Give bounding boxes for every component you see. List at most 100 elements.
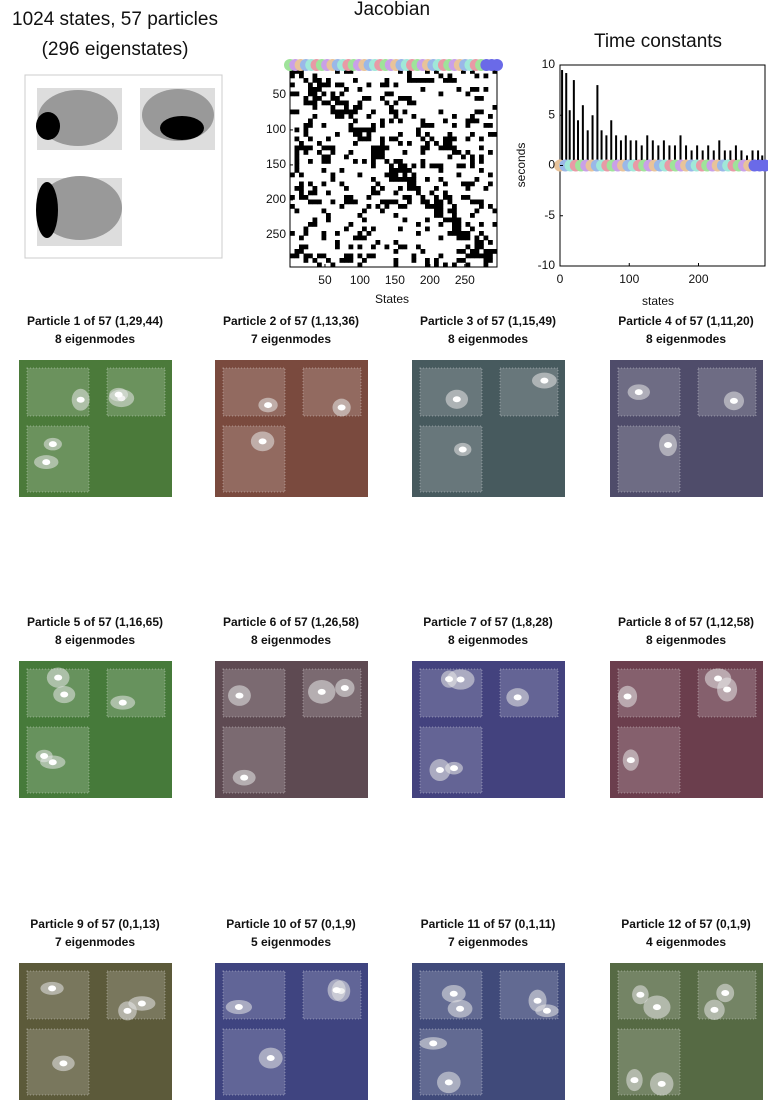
blob-core xyxy=(332,987,341,994)
particle-title: Particle 7 of 57 (1,8,28) xyxy=(423,615,552,629)
matrix-cell xyxy=(294,109,300,115)
matrix-cell xyxy=(447,132,453,137)
matrix-cell xyxy=(483,253,489,259)
matrix-cell xyxy=(299,73,304,79)
matrix-cell xyxy=(492,222,498,227)
matrix-cell xyxy=(335,231,340,236)
matrix-cell xyxy=(326,258,331,263)
matrix-cell xyxy=(357,105,363,110)
matrix-cell xyxy=(294,168,300,173)
blob-core xyxy=(623,693,632,700)
matrix-cell xyxy=(470,69,475,74)
particle-subtitle: 8 eigenmodes xyxy=(448,633,528,647)
matrix-cell xyxy=(344,226,349,232)
matrix-cell xyxy=(411,163,417,169)
matrix-cell xyxy=(290,195,295,200)
matrix-cell xyxy=(420,136,426,142)
matrix-cell xyxy=(434,163,439,169)
matrix-cell xyxy=(407,177,412,182)
y-tick-label: -10 xyxy=(538,258,556,272)
matrix-cell xyxy=(443,217,448,223)
matrix-cell xyxy=(321,168,327,173)
matrix-cell xyxy=(465,253,471,259)
matrix-cell xyxy=(416,222,421,227)
matrix-cell xyxy=(474,244,480,250)
matrix-cell xyxy=(479,159,484,164)
blob-core xyxy=(449,990,458,997)
matrix-cell xyxy=(479,253,484,259)
bar xyxy=(610,120,613,166)
bar xyxy=(685,145,688,166)
matrix-cell xyxy=(339,82,345,88)
matrix-cell xyxy=(371,186,376,191)
matrix-cell xyxy=(488,258,493,263)
slice xyxy=(26,970,90,1020)
particle-title: Particle 11 of 57 (0,1,11) xyxy=(421,917,556,931)
matrix-cell xyxy=(362,226,367,232)
matrix-cell xyxy=(348,109,354,115)
particle-title: Particle 1 of 57 (1,29,44) xyxy=(27,314,163,328)
matrix-cell xyxy=(317,141,322,146)
matrix-cell xyxy=(362,127,367,133)
matrix-cell xyxy=(380,208,385,214)
matrix-cell xyxy=(290,231,295,236)
matrix-cell xyxy=(465,244,471,250)
time-constants-title: Time constants xyxy=(594,31,722,52)
matrix-cell xyxy=(398,226,403,232)
matrix-cell xyxy=(290,73,295,79)
matrix-cell xyxy=(303,150,309,155)
y-tick-label: 5 xyxy=(548,107,555,121)
matrix-cell xyxy=(308,87,313,92)
matrix-cell xyxy=(470,199,475,205)
particle-image xyxy=(19,360,172,497)
blob-core xyxy=(137,1000,146,1007)
matrix-cell xyxy=(411,253,417,259)
matrix-cell xyxy=(456,150,462,155)
matrix-cell xyxy=(461,181,466,187)
blob-core xyxy=(445,676,454,683)
matrix-cell xyxy=(294,253,300,259)
matrix-cell xyxy=(335,132,340,137)
matrix-cell xyxy=(344,109,349,115)
matrix-cell xyxy=(321,91,327,97)
matrix-cell xyxy=(312,258,318,263)
bar xyxy=(619,140,622,166)
matrix-cell xyxy=(339,258,345,263)
matrix-cell xyxy=(402,177,408,182)
blob-core xyxy=(452,396,461,403)
particle-panel xyxy=(19,661,172,798)
matrix-cell xyxy=(312,190,318,196)
blob-core xyxy=(340,684,349,691)
matrix-cell xyxy=(339,204,345,209)
matrix-cell xyxy=(335,240,340,245)
matrix-cell xyxy=(299,249,304,254)
matrix-cell xyxy=(348,123,354,128)
matrix-cell xyxy=(303,123,309,128)
matrix-cell xyxy=(452,114,457,119)
matrix-cell xyxy=(398,177,403,182)
blob-core xyxy=(456,1005,465,1012)
matrix-cell xyxy=(398,244,403,250)
particle-subtitle: 7 eigenmodes xyxy=(55,935,135,949)
matrix-cell xyxy=(330,262,336,268)
matrix-cell xyxy=(425,145,430,151)
bar xyxy=(600,130,603,166)
matrix-cell xyxy=(438,208,444,214)
bar xyxy=(679,135,682,166)
particle-image xyxy=(215,963,368,1100)
matrix-cell xyxy=(402,172,408,178)
y-tick-label: 0 xyxy=(548,158,555,172)
matrix-cell xyxy=(357,136,363,142)
particle-image xyxy=(610,360,763,497)
matrix-cell xyxy=(294,154,300,160)
bar xyxy=(673,145,676,166)
matrix-cell xyxy=(407,73,412,79)
matrix-cell xyxy=(308,145,313,151)
brain-overview xyxy=(36,88,215,246)
bar xyxy=(568,110,571,166)
matrix-cell xyxy=(438,73,444,79)
matrix-cell xyxy=(447,73,453,79)
matrix-cell xyxy=(393,168,399,173)
blob-core xyxy=(48,759,57,766)
